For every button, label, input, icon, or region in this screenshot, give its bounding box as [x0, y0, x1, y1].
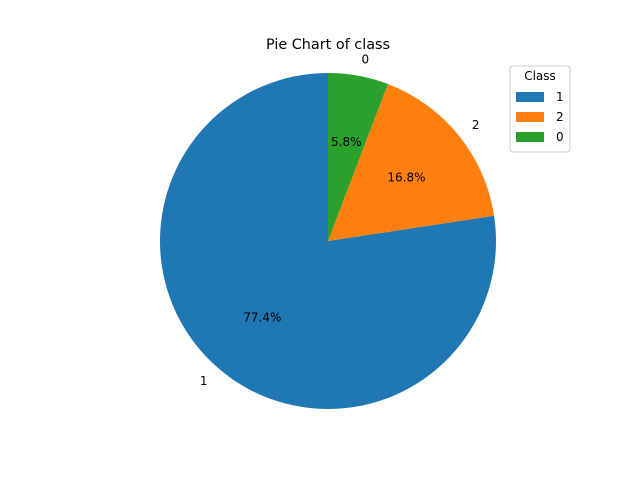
pie-slice-2	[328, 84, 495, 241]
percent-label-1: 77.4%	[243, 310, 281, 324]
pie-labels: 1 77.4% 2 16.8% 0 5.8%	[200, 52, 480, 388]
chart-title: Pie Chart of class	[266, 37, 390, 53]
percent-label-2: 16.8%	[387, 171, 425, 185]
slice-label-0: 0	[361, 52, 369, 66]
legend-swatch-1	[516, 92, 544, 102]
pie-slice-0	[328, 73, 388, 241]
slice-label-2: 2	[472, 118, 480, 132]
legend-swatch-2	[516, 112, 544, 122]
legend-swatch-0	[516, 132, 544, 142]
legend-title: Class	[524, 69, 556, 83]
slice-label-1: 1	[200, 374, 208, 388]
percent-label-0: 5.8%	[331, 135, 362, 149]
legend-label-2: 2	[556, 110, 564, 124]
legend: Class 1 2 0	[509, 65, 571, 153]
legend-label-0: 0	[556, 130, 564, 144]
pie-slice-1	[159, 73, 496, 409]
pie-slices	[159, 73, 496, 409]
legend-frame	[509, 65, 571, 153]
legend-label-1: 1	[556, 90, 564, 104]
